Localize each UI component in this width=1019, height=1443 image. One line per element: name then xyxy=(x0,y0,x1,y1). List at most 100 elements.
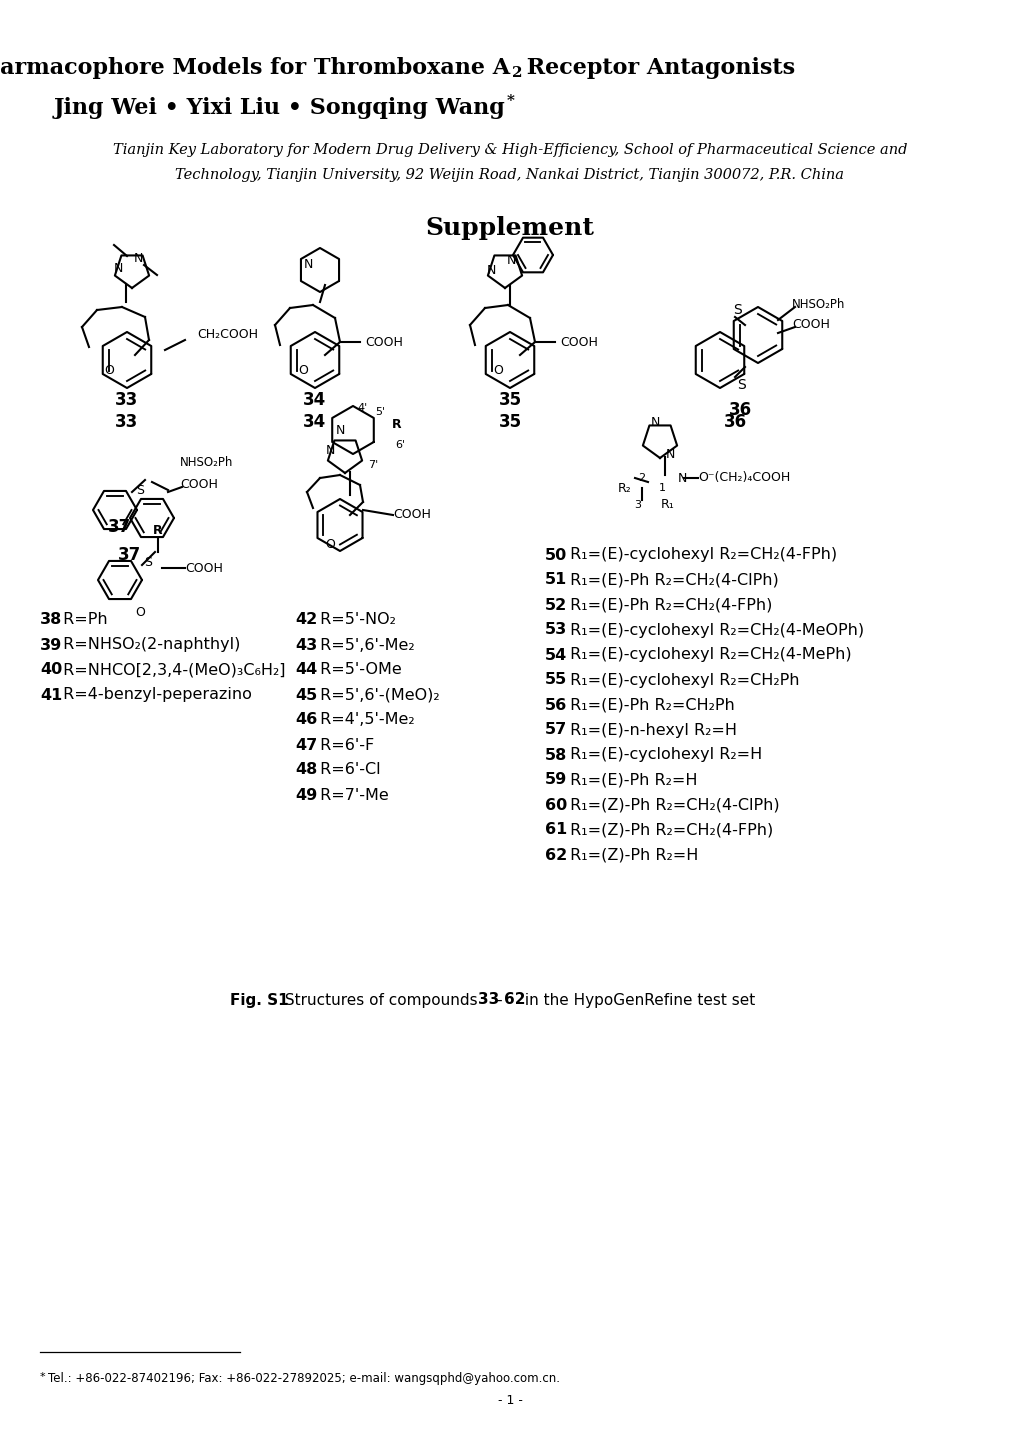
Text: 55: 55 xyxy=(544,672,567,687)
Text: *: * xyxy=(506,94,515,108)
Text: 59: 59 xyxy=(544,772,567,788)
Text: COOH: COOH xyxy=(184,561,223,574)
Text: N: N xyxy=(486,264,495,277)
Text: R₁=(E)-n-hexyl R₂=H: R₁=(E)-n-hexyl R₂=H xyxy=(565,723,737,737)
Text: O: O xyxy=(104,364,114,377)
Text: R₁=(E)-cyclohexyl R₂=CH₂Ph: R₁=(E)-cyclohexyl R₂=CH₂Ph xyxy=(565,672,799,687)
Text: 46: 46 xyxy=(294,713,317,727)
Text: R₁=(Z)-Ph R₂=CH₂(4-FPh): R₁=(Z)-Ph R₂=CH₂(4-FPh) xyxy=(565,823,772,837)
Text: 2: 2 xyxy=(638,473,645,483)
Text: 33: 33 xyxy=(115,391,139,408)
Text: 56: 56 xyxy=(544,697,567,713)
Text: 35: 35 xyxy=(498,391,521,408)
Text: 1: 1 xyxy=(658,483,664,494)
Text: 37: 37 xyxy=(118,545,142,564)
Text: R₁=(E)-Ph R₂=CH₂(4-FPh): R₁=(E)-Ph R₂=CH₂(4-FPh) xyxy=(565,597,771,612)
Text: S: S xyxy=(136,483,144,496)
Text: R₁=(Z)-Ph R₂=CH₂(4-ClPh): R₁=(Z)-Ph R₂=CH₂(4-ClPh) xyxy=(565,798,779,812)
Text: R=7'-Me: R=7'-Me xyxy=(315,788,388,802)
Text: 34: 34 xyxy=(303,391,326,408)
Text: R₁=(E)-Ph R₂=H: R₁=(E)-Ph R₂=H xyxy=(565,772,697,788)
Text: 57: 57 xyxy=(544,723,567,737)
Text: 54: 54 xyxy=(544,648,567,662)
Text: 43: 43 xyxy=(294,638,317,652)
Text: N: N xyxy=(664,449,674,462)
Text: 62: 62 xyxy=(503,993,525,1007)
Text: R₁=(E)-Ph R₂=CH₂Ph: R₁=(E)-Ph R₂=CH₂Ph xyxy=(565,697,734,713)
Text: 49: 49 xyxy=(294,788,317,802)
Text: R=5',6'-(MeO)₂: R=5',6'-(MeO)₂ xyxy=(315,687,439,703)
Text: R=NHSO₂(2-naphthyl): R=NHSO₂(2-naphthyl) xyxy=(58,638,240,652)
Text: 53: 53 xyxy=(544,622,567,638)
Text: Structures of compounds: Structures of compounds xyxy=(280,993,482,1007)
Text: R=4-benzyl-peperazino: R=4-benzyl-peperazino xyxy=(58,687,252,703)
Text: 38: 38 xyxy=(40,612,62,628)
Text: COOH: COOH xyxy=(179,479,218,492)
Text: COOH: COOH xyxy=(365,336,403,349)
Text: 42: 42 xyxy=(294,612,317,628)
Text: 44: 44 xyxy=(294,662,317,678)
Text: N: N xyxy=(335,423,344,436)
Text: O: O xyxy=(325,538,334,551)
Text: 3D Pharmacophore Models for Thromboxane A: 3D Pharmacophore Models for Thromboxane … xyxy=(0,58,510,79)
Text: *: * xyxy=(40,1372,46,1382)
Text: R₁=(E)-Ph R₂=CH₂(4-ClPh): R₁=(E)-Ph R₂=CH₂(4-ClPh) xyxy=(565,573,777,587)
Text: 33: 33 xyxy=(115,413,139,431)
Text: 3: 3 xyxy=(634,501,641,509)
Text: R=5'-OMe: R=5'-OMe xyxy=(315,662,401,678)
Text: 36: 36 xyxy=(728,401,751,418)
Text: - 1 -: - 1 - xyxy=(497,1394,522,1407)
Text: 62: 62 xyxy=(544,847,567,863)
Text: S: S xyxy=(144,556,152,569)
Text: N: N xyxy=(325,443,334,456)
Text: O: O xyxy=(135,606,145,619)
Text: R₂: R₂ xyxy=(618,482,631,495)
Text: 51: 51 xyxy=(544,573,567,587)
Text: Jing Wei • Yixi Liu • Songqing Wang: Jing Wei • Yixi Liu • Songqing Wang xyxy=(53,97,504,118)
Text: R: R xyxy=(391,418,401,431)
Text: 2: 2 xyxy=(512,66,522,79)
Text: R=6'-Cl: R=6'-Cl xyxy=(315,762,380,778)
Text: –: – xyxy=(493,993,501,1007)
Text: COOH: COOH xyxy=(392,508,430,521)
Text: NHSO₂Ph: NHSO₂Ph xyxy=(791,299,845,312)
Text: R₁=(E)-cyclohexyl R₂=CH₂(4-MeOPh): R₁=(E)-cyclohexyl R₂=CH₂(4-MeOPh) xyxy=(565,622,863,638)
Text: 60: 60 xyxy=(544,798,567,812)
Text: R₁: R₁ xyxy=(660,498,675,511)
Text: 4': 4' xyxy=(358,403,368,413)
Text: N: N xyxy=(133,251,143,264)
Text: O: O xyxy=(298,364,308,377)
Text: 50: 50 xyxy=(544,547,567,563)
Text: 6': 6' xyxy=(394,440,405,450)
Text: 5': 5' xyxy=(375,407,385,417)
Text: Fig. S1: Fig. S1 xyxy=(229,993,288,1007)
Text: N: N xyxy=(303,258,313,271)
Text: O⁻(CH₂)₄COOH: O⁻(CH₂)₄COOH xyxy=(697,472,790,485)
Text: 37: 37 xyxy=(108,518,131,535)
Text: 33: 33 xyxy=(478,993,498,1007)
Text: R=Ph: R=Ph xyxy=(58,612,108,628)
Text: R=NHCO[2,3,4-(MeO)₃C₆H₂]: R=NHCO[2,3,4-(MeO)₃C₆H₂] xyxy=(58,662,285,678)
Text: R₁=(Z)-Ph R₂=H: R₁=(Z)-Ph R₂=H xyxy=(565,847,698,863)
Text: NHSO₂Ph: NHSO₂Ph xyxy=(179,456,233,469)
Text: R=5'-NO₂: R=5'-NO₂ xyxy=(315,612,395,628)
Text: R=5',6'-Me₂: R=5',6'-Me₂ xyxy=(315,638,414,652)
Text: 52: 52 xyxy=(544,597,567,612)
Text: R₁=(E)-cyclohexyl R₂=CH₂(4-FPh): R₁=(E)-cyclohexyl R₂=CH₂(4-FPh) xyxy=(565,547,837,563)
Text: Technology, Tianjin University, 92 Weijin Road, Nankai District, Tianjin 300072,: Technology, Tianjin University, 92 Weiji… xyxy=(175,167,844,182)
Text: N: N xyxy=(113,261,122,274)
Text: 48: 48 xyxy=(294,762,317,778)
Text: Supplement: Supplement xyxy=(425,216,594,240)
Text: S: S xyxy=(733,303,742,317)
Text: N: N xyxy=(678,472,687,485)
Text: Tianjin Key Laboratory for Modern Drug Delivery & High-Efficiency, School of Pha: Tianjin Key Laboratory for Modern Drug D… xyxy=(113,143,906,157)
Text: N: N xyxy=(650,416,659,429)
Text: 35: 35 xyxy=(498,413,521,431)
Text: 39: 39 xyxy=(40,638,62,652)
Text: R₁=(E)-cyclohexyl R₂=H: R₁=(E)-cyclohexyl R₂=H xyxy=(565,747,761,762)
Text: 34: 34 xyxy=(303,413,326,431)
Text: COOH: COOH xyxy=(559,336,597,349)
Text: 40: 40 xyxy=(40,662,62,678)
Text: 45: 45 xyxy=(294,687,317,703)
Text: R₁=(E)-cyclohexyl R₂=CH₂(4-MePh): R₁=(E)-cyclohexyl R₂=CH₂(4-MePh) xyxy=(565,648,851,662)
